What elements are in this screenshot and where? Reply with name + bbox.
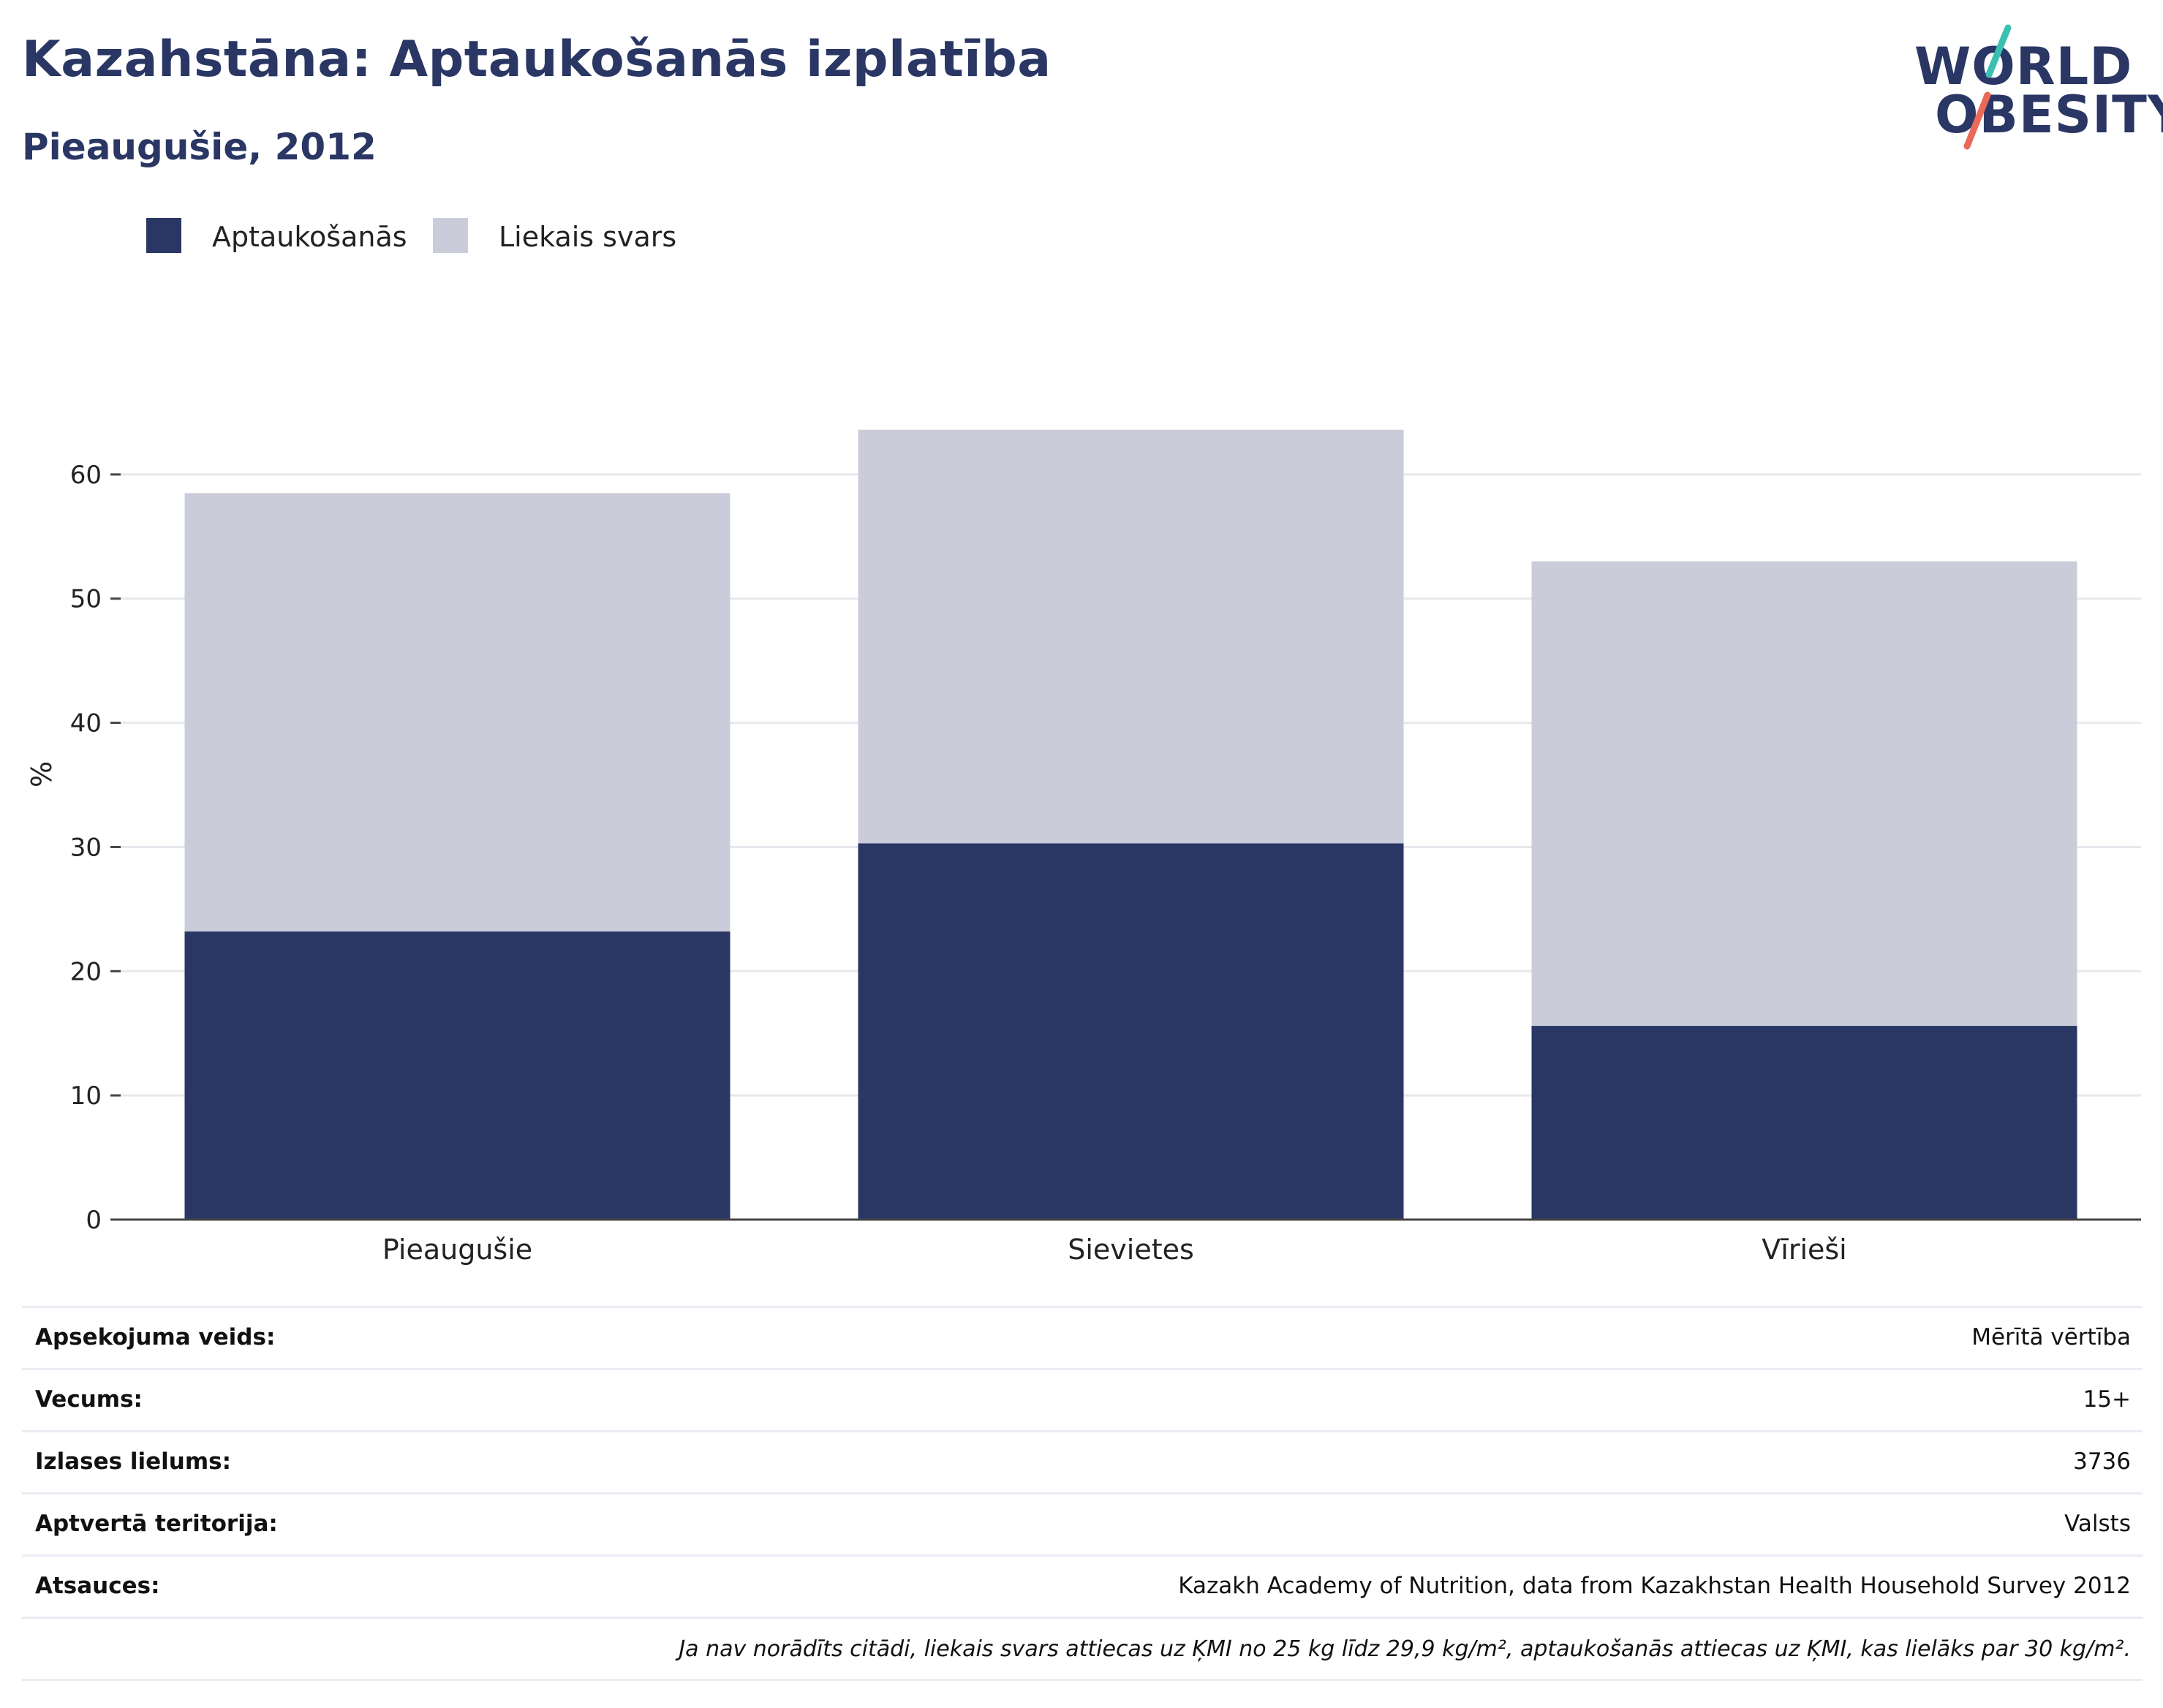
info-table: Apsekojuma veids: Mērītā vērtība Vecums:… (22, 1306, 2143, 1681)
y-tick-label: 10 (70, 1081, 102, 1111)
y-axis-title: % (26, 761, 58, 787)
chart-subtitle: Pieaugušie, 2012 (22, 126, 377, 168)
info-row: Vecums: 15+ (22, 1368, 2143, 1430)
info-key: Aptvertā teritorija: (35, 1511, 278, 1537)
legend-swatch-obesity (146, 218, 181, 253)
stacked-bar-chart: 0 10 20 30 40 50 60% Pieaugušie Sievietes Vīrieši (26, 429, 2141, 1266)
y-tick-label: 40 (70, 709, 102, 738)
bar-segment-overweight (1531, 561, 2077, 1027)
logo-slash-icon (1963, 24, 2012, 150)
x-category-label: Pieaugušie (382, 1233, 532, 1266)
legend-label-obesity: Aptaukošanās (212, 221, 407, 253)
x-category-label: Sievietes (1068, 1233, 1194, 1266)
info-key: Atsauces: (35, 1573, 160, 1599)
info-key: Vecums: (35, 1386, 143, 1413)
info-row: Aptvertā teritorija: Valsts (22, 1492, 2143, 1554)
bar-segment-obesity (1531, 1026, 2077, 1220)
info-value: 15+ (2083, 1386, 2131, 1413)
legend-label-overweight: Liekais svars (499, 221, 677, 253)
definition-note: Ja nav norādīts citādi, liekais svars at… (679, 1636, 2131, 1662)
y-tick-label: 60 (70, 461, 102, 490)
y-tick-label: 30 (70, 833, 102, 862)
info-value: Mērītā vērtība (1971, 1324, 2131, 1350)
info-value: Kazakh Academy of Nutrition, data from K… (1178, 1573, 2131, 1599)
y-tick-label: 20 (70, 957, 102, 986)
legend-swatch-overweight (433, 218, 468, 253)
y-tick-label: 0 (86, 1206, 102, 1235)
bar-segment-overweight (184, 493, 731, 932)
info-value: 3736 (2073, 1448, 2131, 1475)
info-key: Izlases lielums: (35, 1448, 231, 1475)
y-tick-label: 50 (70, 585, 102, 614)
bar-segment-obesity (858, 843, 1404, 1220)
info-row: Atsauces: Kazakh Academy of Nutrition, d… (22, 1554, 2143, 1617)
info-row: Apsekojuma veids: Mērītā vērtība (22, 1306, 2143, 1368)
bar-segment-obesity (184, 931, 731, 1220)
info-note-row: Ja nav norādīts citādi, liekais svars at… (22, 1617, 2143, 1681)
info-key: Apsekojuma veids: (35, 1324, 276, 1350)
chart-title: Kazahstāna: Aptaukošanās izplatība (22, 31, 1052, 88)
world-obesity-logo: WORLD OBESITY (1909, 22, 2163, 154)
logo-text-line1: WORLD (1914, 37, 2133, 97)
x-category-label: Vīrieši (1762, 1233, 1846, 1266)
info-row: Izlases lielums: 3736 (22, 1430, 2143, 1492)
bar-segment-overweight (858, 429, 1404, 844)
info-value: Valsts (2064, 1511, 2131, 1537)
